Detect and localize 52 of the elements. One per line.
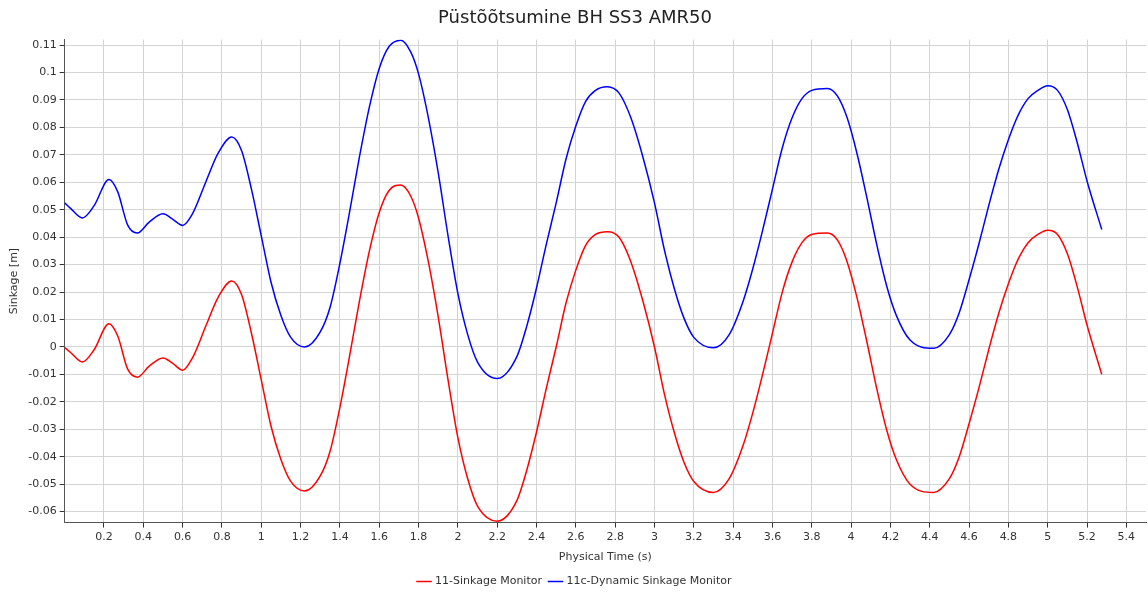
y-tick-label: -0.04 <box>28 449 57 463</box>
x-tick-label: 1 <box>257 530 265 544</box>
x-tick-label: 1.2 <box>291 530 310 544</box>
x-tick-label: 4.2 <box>881 530 900 544</box>
x-tick-label: 3.2 <box>685 530 703 544</box>
y-tick-label: 0.11 <box>32 37 57 51</box>
y-tick-label: 0.03 <box>32 257 57 271</box>
y-tick-label: -0.02 <box>28 394 57 408</box>
x-tick-label: 5.4 <box>1117 530 1136 544</box>
y-tick-label: -0.03 <box>28 422 57 436</box>
x-tick-label: 4.4 <box>920 530 939 544</box>
x-tick-label: 0.4 <box>134 530 153 544</box>
chart-title: Püstõõtsumine BH SS3 AMR50 <box>438 6 712 28</box>
y-tick-label: 0 <box>49 339 57 353</box>
x-tick-label: 1.6 <box>370 530 388 544</box>
x-tick-label: 0.6 <box>173 530 192 544</box>
x-tick-label: 4.6 <box>960 530 978 544</box>
x-tick-label: 3.8 <box>803 530 821 544</box>
y-tick-label: 0.07 <box>32 147 57 161</box>
x-tick-label: 1.8 <box>409 530 428 544</box>
line-series <box>64 184 1103 522</box>
x-tick-label: 3 <box>650 530 658 544</box>
x-tick-label: 2.6 <box>567 530 585 544</box>
x-tick-label: 3.4 <box>724 530 742 544</box>
y-tick-label: -0.06 <box>28 504 57 518</box>
legend-label: 11c-Dynamic Sinkage Monitor <box>566 574 732 588</box>
y-tick-label: 0.02 <box>32 284 57 298</box>
x-tick-label: 5 <box>1044 530 1052 544</box>
y-tick-label: -0.01 <box>28 367 57 381</box>
y-tick-label: 0.04 <box>32 230 57 244</box>
y-tick-label: 0.1 <box>39 65 57 79</box>
x-tick-label: 3.6 <box>763 530 782 544</box>
x-tick-label: 2 <box>454 530 462 544</box>
legend-label: 11-Sinkage Monitor <box>435 574 543 588</box>
x-tick-label: 2.8 <box>606 530 624 544</box>
x-tick-label: 2.2 <box>488 530 506 544</box>
x-tick-label: 2.4 <box>527 530 546 544</box>
x-tick-label: 0.2 <box>95 530 113 544</box>
y-tick-label: -0.05 <box>28 477 57 491</box>
x-tick-label: 5.2 <box>1078 530 1096 544</box>
x-tick-label: 4.8 <box>999 530 1018 544</box>
y-tick-label: 0.01 <box>32 312 57 326</box>
x-tick-label: 0.8 <box>213 530 231 544</box>
y-tick-label: 0.08 <box>32 120 57 134</box>
y-tick-label: 0.09 <box>32 92 57 106</box>
y-tick-label: 0.06 <box>32 175 57 189</box>
line-series <box>64 39 1103 380</box>
x-axis-title: Physical Time (s) <box>558 550 652 564</box>
y-tick-label: 0.05 <box>32 202 57 216</box>
y-axis-title: Sinkage [m] <box>7 247 21 315</box>
x-tick-label: 4 <box>847 530 855 544</box>
x-tick-label: 1.4 <box>331 530 349 544</box>
